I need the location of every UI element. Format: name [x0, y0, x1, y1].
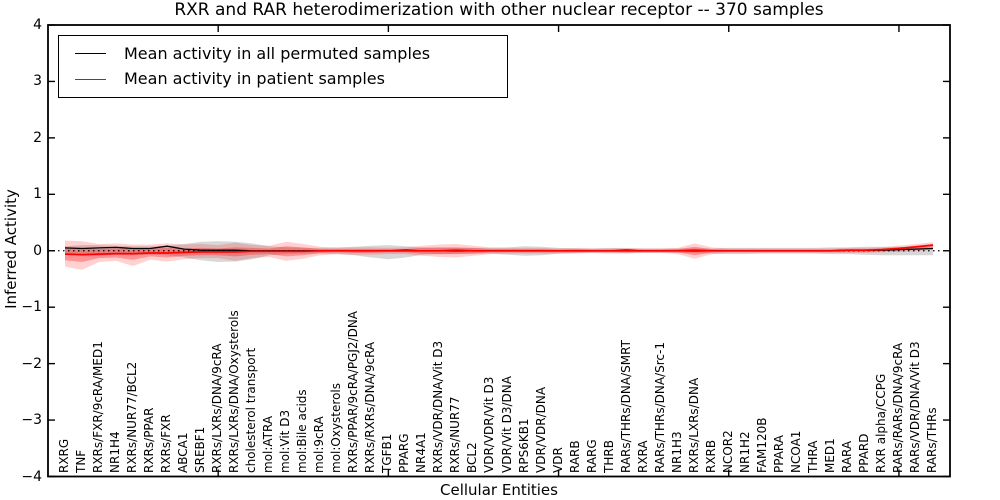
legend-label-patient: Mean activity in patient samples — [124, 69, 385, 89]
y-tick-label: 4 — [33, 17, 42, 33]
x-category-label: RXRs/LXRs/DNA — [686, 377, 701, 473]
band-patient-samples-range-outer — [65, 240, 933, 270]
legend-line-black — [75, 53, 106, 55]
x-category-label: PPARD — [856, 433, 871, 474]
x-category-label: SREBF1 — [193, 426, 208, 473]
x-category-label: NR1H3 — [669, 431, 684, 473]
y-tick-label: 1 — [33, 186, 42, 203]
x-category-label: RXRs/LXRs/DNA/Oxysterols — [227, 310, 242, 473]
x-category-label: mol:ATRA — [261, 415, 276, 473]
x-category-label: RARs/THRs/DNA/Src-1 — [652, 342, 667, 473]
x-category-label: RARG — [584, 439, 599, 473]
x-category-label: RARs/THRs/DNA/SMRT — [618, 340, 633, 473]
x-category-label: RARs/VDR/DNA/Vit D3 — [907, 341, 922, 473]
x-category-label: mol:9cRA — [312, 416, 327, 473]
x-category-label: VDR/Vit D3/DNA — [499, 376, 514, 473]
x-category-label: cholesterol transport — [244, 347, 259, 473]
x-category-label: PPARA — [771, 435, 786, 473]
x-category-label: RARs/RARs/DNA/9cRA — [890, 342, 905, 473]
band-patient-samples-range-inner — [65, 244, 933, 262]
x-category-label: RXR alpha/CCPG — [873, 373, 888, 473]
x-category-label: VDR/VDR/DNA — [533, 386, 548, 473]
y-tick-label: 3 — [33, 73, 42, 90]
y-tick-label: 0 — [33, 242, 42, 259]
x-category-label: RXRB — [703, 439, 718, 473]
x-category-label: VDR/VDR/Vit D3 — [482, 376, 497, 473]
chart-title: RXR and RAR heterodimerization with othe… — [174, 0, 824, 20]
x-category-label: RARB — [567, 440, 582, 473]
x-category-label: mol:Bile acids — [295, 389, 310, 473]
x-category-label: BCL2 — [465, 442, 480, 473]
y-tick-label: −3 — [21, 412, 42, 429]
legend-box: Mean activity in all permuted samples Me… — [58, 35, 508, 98]
x-category-label: TNF — [74, 449, 89, 473]
x-category-label: VDR — [550, 447, 565, 473]
x-category-label: RARA — [839, 440, 854, 473]
x-category-label: RXRs/FXR/9cRA/MED1 — [91, 341, 106, 473]
y-tick-label: −2 — [21, 355, 42, 372]
x-category-label: ABCA1 — [176, 432, 191, 473]
x-category-label: RXRs/NUR77 — [448, 396, 463, 473]
x-axis-label: Cellular Entities — [440, 481, 558, 499]
series-line-patient — [64, 244, 934, 256]
x-category-label: RARs/THRs — [924, 407, 939, 473]
y-tick-label: −1 — [21, 299, 42, 316]
x-category-label: THRA — [805, 440, 820, 473]
legend-entry-patient: Mean activity in patient samples — [59, 71, 507, 87]
x-category-label: NR1H4 — [108, 431, 123, 473]
x-category-label: RXRs/FXR — [159, 414, 174, 473]
legend-entry-permuted: Mean activity in all permuted samples — [59, 43, 507, 63]
x-category-label: RXRs/PPAR — [142, 407, 157, 473]
x-category-label: RXRs/RXRs/DNA/9cRA — [363, 341, 378, 473]
x-category-label: NR4A1 — [414, 432, 429, 473]
x-category-label: TGFB1 — [380, 433, 395, 473]
legend-line-red — [75, 78, 106, 80]
y-tick-label: 2 — [33, 129, 42, 146]
legend-label-permuted: Mean activity in all permuted samples — [124, 43, 431, 63]
x-category-label: RXRs/PPAR/9cRA/PGJ2/DNA — [346, 311, 361, 473]
x-category-label: RXRG — [57, 438, 72, 473]
x-category-label: RXRs/LXRs/DNA/9cRA — [210, 343, 225, 474]
x-category-label: NR1H2 — [737, 431, 752, 473]
x-category-label: FAM120B — [754, 417, 769, 474]
x-category-label: mol:Oxysterols — [329, 383, 344, 473]
x-category-label: THRB — [601, 440, 616, 473]
x-category-label: mol:Vit D3 — [278, 409, 293, 473]
y-tick-label: −4 — [21, 468, 42, 485]
x-category-label: RXRs/VDR/DNA/Vit D3 — [431, 340, 446, 473]
x-category-label: MED1 — [822, 438, 837, 473]
x-category-label: RXRs/NUR77/BCL2 — [125, 361, 140, 473]
x-category-label: RPS6KB1 — [516, 418, 531, 473]
x-category-label: NCOA1 — [788, 430, 803, 473]
x-category-label: NCOR2 — [720, 430, 735, 473]
x-category-label: PPARG — [397, 433, 412, 473]
x-category-label: RXRA — [635, 440, 650, 473]
